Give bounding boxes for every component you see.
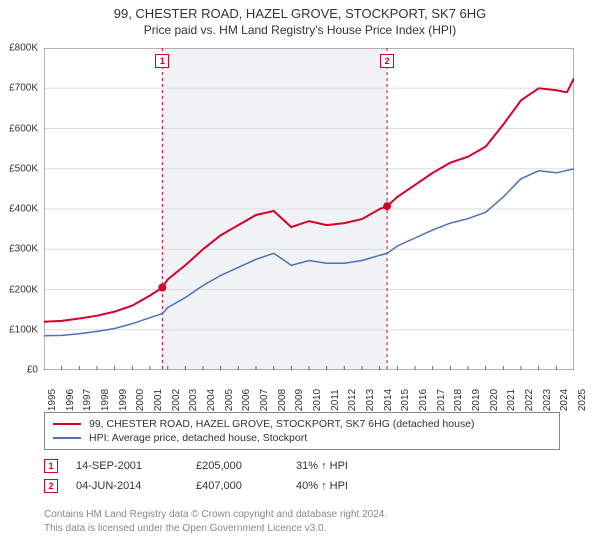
x-tick-label: 2011 bbox=[330, 389, 341, 411]
sale-marker-2: 2 bbox=[380, 54, 394, 68]
y-tick-label: £0 bbox=[27, 365, 38, 376]
title-block: 99, CHESTER ROAD, HAZEL GROVE, STOCKPORT… bbox=[0, 0, 600, 39]
sale-date: 14-SEP-2001 bbox=[76, 460, 196, 472]
sale-date: 04-JUN-2014 bbox=[76, 480, 196, 492]
legend-item: HPI: Average price, detached house, Stoc… bbox=[53, 431, 551, 445]
footer-attribution: Contains HM Land Registry data © Crown c… bbox=[44, 508, 560, 535]
y-tick-label: £400K bbox=[9, 204, 38, 215]
sale-price: £407,000 bbox=[196, 480, 296, 492]
x-tick-label: 2020 bbox=[489, 389, 500, 411]
y-axis: £0£100K£200K£300K£400K£500K£600K£700K£80… bbox=[0, 48, 40, 370]
x-tick-label: 2012 bbox=[347, 389, 358, 411]
x-tick-label: 1996 bbox=[65, 389, 76, 411]
x-tick-label: 2019 bbox=[471, 389, 482, 411]
footer-line-2: This data is licensed under the Open Gov… bbox=[44, 522, 560, 536]
plot-area: 12 bbox=[44, 48, 574, 370]
sale-diff: 31% ↑ HPI bbox=[296, 460, 416, 472]
legend: 99, CHESTER ROAD, HAZEL GROVE, STOCKPORT… bbox=[44, 412, 560, 450]
x-tick-label: 2017 bbox=[436, 389, 447, 411]
legend-label: 99, CHESTER ROAD, HAZEL GROVE, STOCKPORT… bbox=[89, 418, 475, 430]
legend-label: HPI: Average price, detached house, Stoc… bbox=[89, 432, 307, 444]
x-tick-label: 2006 bbox=[241, 389, 252, 411]
y-tick-label: £100K bbox=[9, 324, 38, 335]
x-tick-label: 2014 bbox=[383, 389, 394, 411]
chart-title: 99, CHESTER ROAD, HAZEL GROVE, STOCKPORT… bbox=[0, 6, 600, 21]
x-tick-label: 2015 bbox=[400, 389, 411, 411]
x-tick-label: 2009 bbox=[294, 389, 305, 411]
x-tick-label: 2021 bbox=[506, 389, 517, 411]
legend-swatch bbox=[53, 437, 81, 439]
x-tick-label: 1995 bbox=[47, 389, 58, 411]
x-tick-label: 2007 bbox=[259, 389, 270, 411]
sale-row-marker: 2 bbox=[44, 479, 58, 493]
sale-row-marker: 1 bbox=[44, 459, 58, 473]
x-axis: 1995 1996 1997 1998 1999 2000 2001 2002 2003 2004… bbox=[44, 372, 574, 412]
y-tick-label: £600K bbox=[9, 123, 38, 134]
x-tick-label: 2003 bbox=[188, 389, 199, 411]
chart-svg bbox=[44, 48, 574, 370]
sale-row: 1 14-SEP-2001£205,00031% ↑ HPI bbox=[44, 456, 560, 476]
sale-row: 2 04-JUN-2014£407,00040% ↑ HPI bbox=[44, 476, 560, 496]
x-tick-label: 1997 bbox=[82, 389, 93, 411]
x-tick-label: 2010 bbox=[312, 389, 323, 411]
chart-subtitle: Price paid vs. HM Land Registry's House … bbox=[0, 23, 600, 37]
chart-container: 99, CHESTER ROAD, HAZEL GROVE, STOCKPORT… bbox=[0, 0, 600, 560]
x-tick-label: 2001 bbox=[153, 389, 164, 411]
x-tick-label: 1999 bbox=[118, 389, 129, 411]
x-tick-label: 2000 bbox=[135, 389, 146, 411]
sale-marker-1: 1 bbox=[155, 54, 169, 68]
x-tick-label: 2016 bbox=[418, 389, 429, 411]
x-tick-label: 1998 bbox=[100, 389, 111, 411]
x-tick-label: 2002 bbox=[171, 389, 182, 411]
sale-price: £205,000 bbox=[196, 460, 296, 472]
x-tick-label: 2004 bbox=[206, 389, 217, 411]
x-tick-label: 2024 bbox=[559, 389, 570, 411]
x-tick-label: 2023 bbox=[542, 389, 553, 411]
y-tick-label: £300K bbox=[9, 244, 38, 255]
sales-table: 1 14-SEP-2001£205,00031% ↑ HPI 2 04-JUN-201… bbox=[44, 456, 560, 496]
legend-item: 99, CHESTER ROAD, HAZEL GROVE, STOCKPORT… bbox=[53, 417, 551, 431]
x-tick-label: 2013 bbox=[365, 389, 376, 411]
y-tick-label: £500K bbox=[9, 163, 38, 174]
legend-swatch bbox=[53, 423, 81, 425]
y-tick-label: £800K bbox=[9, 43, 38, 54]
x-tick-label: 2008 bbox=[277, 389, 288, 411]
sale-diff: 40% ↑ HPI bbox=[296, 480, 416, 492]
x-tick-label: 2025 bbox=[577, 389, 588, 411]
y-tick-label: £700K bbox=[9, 83, 38, 94]
x-tick-label: 2005 bbox=[224, 389, 235, 411]
footer-line-1: Contains HM Land Registry data © Crown c… bbox=[44, 508, 560, 522]
y-tick-label: £200K bbox=[9, 284, 38, 295]
x-tick-label: 2018 bbox=[453, 389, 464, 411]
x-tick-label: 2022 bbox=[524, 389, 535, 411]
